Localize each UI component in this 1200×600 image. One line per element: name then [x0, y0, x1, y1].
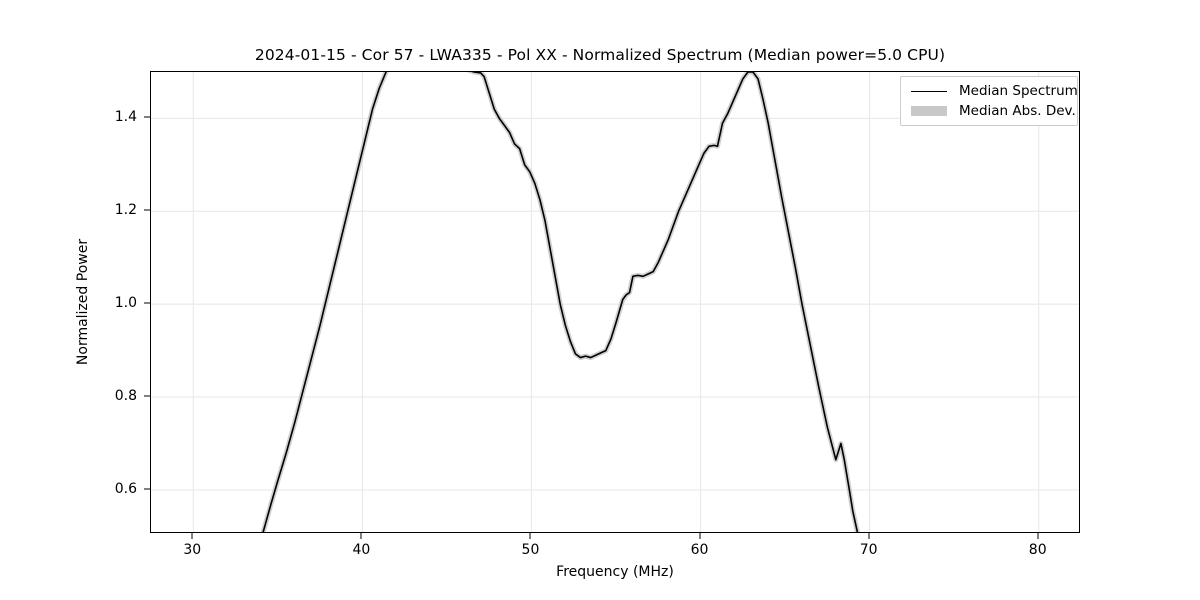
- y-tick-label: 0.6: [114, 480, 137, 497]
- y-tick-mark: [144, 116, 150, 118]
- y-tick-mark: [144, 395, 150, 397]
- y-tick-mark: [144, 488, 150, 490]
- x-tick-mark: [868, 533, 870, 539]
- x-tick-mark: [1037, 533, 1039, 539]
- median-spectrum-line: [262, 72, 859, 532]
- x-tick-mark: [529, 533, 531, 539]
- legend-label: Median Abs. Dev.: [959, 102, 1076, 119]
- x-tick-mark: [360, 533, 362, 539]
- x-tick-label: 70: [859, 542, 878, 558]
- plot-area: [150, 71, 1080, 533]
- y-tick-label: 1.0: [114, 295, 137, 312]
- x-axis-label: Frequency (MHz): [556, 564, 674, 580]
- x-tick-label: 50: [521, 542, 540, 558]
- y-tick-mark: [144, 209, 150, 211]
- y-tick-label: 1.4: [114, 109, 137, 126]
- chart-title: 2024-01-15 - Cor 57 - LWA335 - Pol XX - …: [254, 46, 946, 64]
- line-glyph-icon: [909, 84, 949, 98]
- x-tick-label: 30: [183, 542, 202, 558]
- y-tick-label: 1.2: [114, 202, 137, 219]
- legend-item-median-abs-dev: Median Abs. Dev.: [909, 102, 1076, 119]
- x-tick-label: 80: [1028, 542, 1047, 558]
- patch-glyph-icon: [909, 104, 949, 118]
- y-axis-label: Normalized Power: [75, 238, 91, 366]
- gridlines: [151, 72, 1079, 532]
- plot-svg: [151, 72, 1079, 532]
- x-tick-mark: [191, 533, 193, 539]
- legend-item-median-spectrum: Median Spectrum: [909, 82, 1078, 99]
- chart-legend: Median Spectrum Median Abs. Dev.: [900, 76, 1078, 126]
- y-tick-mark: [144, 302, 150, 304]
- x-tick-label: 40: [352, 542, 371, 558]
- x-tick-label: 60: [690, 542, 709, 558]
- y-tick-label: 0.8: [114, 388, 137, 405]
- legend-label: Median Spectrum: [959, 82, 1078, 99]
- x-tick-mark: [699, 533, 701, 539]
